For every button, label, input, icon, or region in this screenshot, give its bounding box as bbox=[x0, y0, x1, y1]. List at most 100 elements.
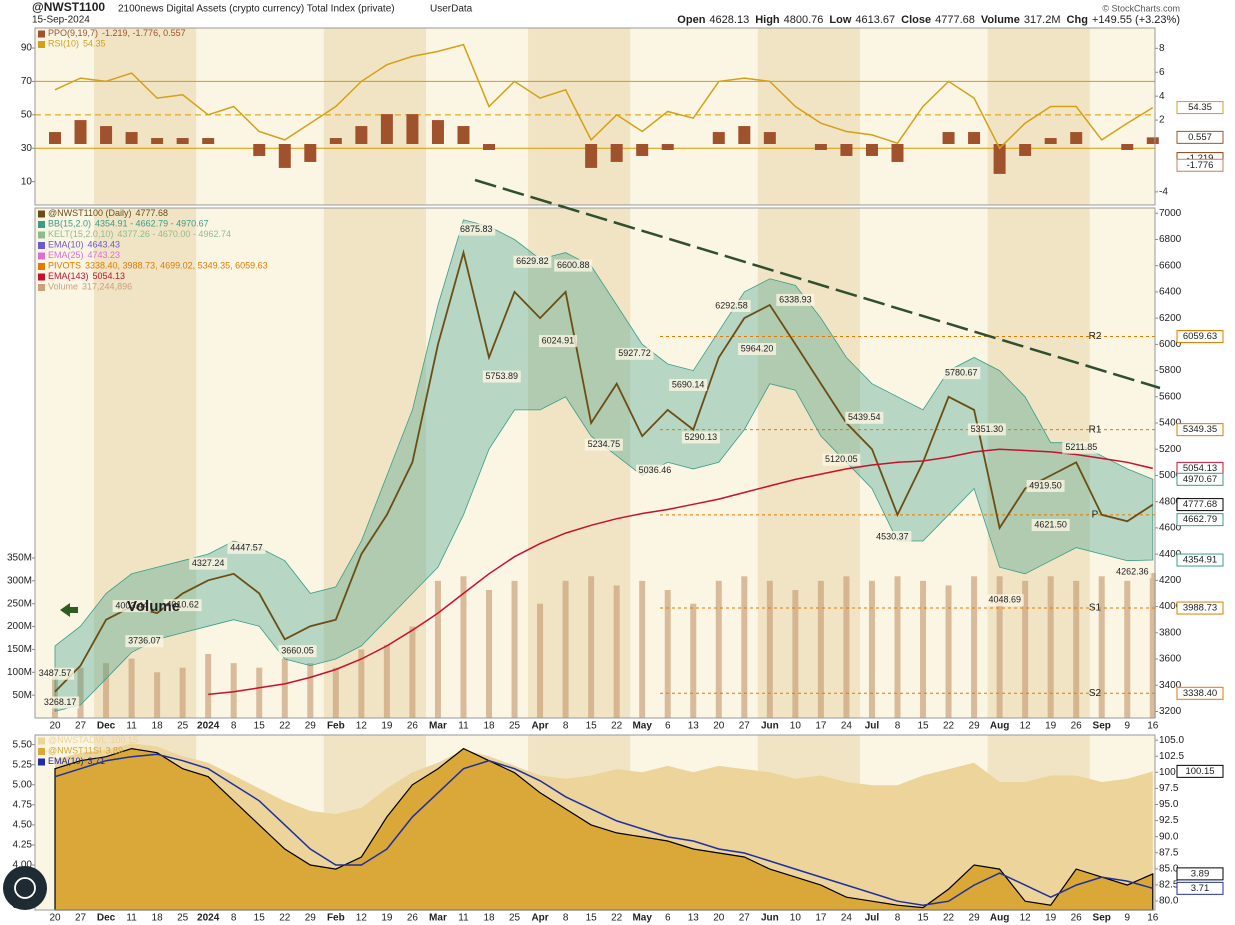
credit: © StockCharts.com bbox=[1102, 3, 1180, 13]
bar bbox=[409, 626, 416, 718]
bar bbox=[49, 132, 61, 145]
x-tick-label: Jun bbox=[761, 913, 779, 924]
tick-label: 5.50 bbox=[13, 739, 33, 750]
bar bbox=[865, 144, 878, 156]
bar bbox=[332, 667, 339, 718]
bar bbox=[942, 132, 955, 145]
price-label-bg bbox=[967, 423, 1006, 436]
bar bbox=[661, 144, 674, 150]
tick-label: 4.75 bbox=[13, 799, 33, 810]
legend-swatch bbox=[38, 737, 45, 745]
bar bbox=[511, 580, 518, 718]
tick-label: 100.0 bbox=[1159, 767, 1184, 778]
x-tick-label: 15 bbox=[917, 721, 929, 732]
price-label: 6875.83 bbox=[460, 224, 493, 234]
price-label: 5120.05 bbox=[825, 454, 858, 464]
x-tick-label: Feb bbox=[327, 913, 345, 924]
bar bbox=[278, 144, 291, 168]
tick-label: 87.5 bbox=[1159, 847, 1179, 858]
bar bbox=[843, 576, 850, 718]
price-label: 5964.20 bbox=[741, 343, 774, 353]
settings-icon[interactable] bbox=[14, 877, 36, 899]
settings-circle[interactable] bbox=[3, 866, 47, 910]
bar bbox=[588, 576, 595, 718]
x-tick-label: 22 bbox=[611, 913, 623, 924]
tick-label: 4000 bbox=[1159, 601, 1182, 612]
price-label: 6292.58 bbox=[715, 300, 748, 310]
price-label: 5753.89 bbox=[486, 371, 519, 381]
pivot-label: S1 bbox=[1089, 603, 1102, 614]
x-tick-label: 27 bbox=[75, 721, 87, 732]
value-box bbox=[1176, 130, 1224, 144]
price-label-bg bbox=[712, 299, 751, 312]
x-tick-label: 12 bbox=[356, 913, 368, 924]
x-tick-label: 8 bbox=[563, 913, 569, 924]
price-label-bg bbox=[845, 411, 884, 424]
value-box bbox=[1176, 423, 1224, 437]
price-label-bg bbox=[554, 259, 593, 272]
value-box-label: 3.89 bbox=[1191, 868, 1210, 879]
legend-entry: EMA(25) 4743.23 bbox=[48, 250, 120, 260]
x-tick-label: Dec bbox=[97, 913, 116, 924]
bar bbox=[741, 576, 748, 718]
x-tick-label: 20 bbox=[49, 913, 61, 924]
value-box-label: 3.71 bbox=[1191, 883, 1210, 894]
tick-label: 5800 bbox=[1159, 365, 1182, 376]
bar bbox=[613, 585, 620, 718]
pivot-label: P bbox=[1092, 510, 1099, 521]
value-box-label: 4777.68 bbox=[1183, 499, 1217, 510]
price-label-bg bbox=[615, 347, 654, 360]
x-tick-label: 17 bbox=[815, 721, 827, 732]
price-label-bg bbox=[985, 594, 1024, 607]
x-tick-label: 11 bbox=[458, 913, 469, 924]
legend-reading: -1.219, -1.776, 0.557 bbox=[102, 28, 186, 38]
bar bbox=[1070, 132, 1083, 145]
bar bbox=[304, 144, 317, 162]
volume-caption: Volume bbox=[127, 598, 180, 615]
line bbox=[54, 43, 1154, 150]
pivot-label: S2 bbox=[1089, 688, 1102, 699]
x-tick-label: 8 bbox=[895, 913, 901, 924]
value-box-label: 4970.67 bbox=[1183, 474, 1217, 485]
x-tick-label: 16 bbox=[1147, 913, 1159, 924]
bar bbox=[712, 132, 725, 145]
x-tick-label: Apr bbox=[531, 721, 548, 732]
legend-name: PPO(9,19,7) bbox=[48, 28, 98, 38]
bar bbox=[434, 580, 441, 718]
x-tick-label: Jun bbox=[761, 721, 779, 732]
trendline bbox=[474, 178, 1161, 390]
x-tick-label: 15 bbox=[917, 913, 929, 924]
legend-swatch bbox=[38, 284, 45, 291]
value-box bbox=[1176, 553, 1224, 567]
x-tick-label: 13 bbox=[688, 913, 700, 924]
x-tick-label: 8 bbox=[895, 721, 901, 732]
x-tick-label: 12 bbox=[1020, 721, 1032, 732]
value-box bbox=[1176, 472, 1224, 486]
x-tick-label: Dec bbox=[97, 721, 116, 732]
bar bbox=[202, 138, 215, 145]
bar bbox=[486, 589, 493, 718]
x-tick-label: Sep bbox=[1093, 721, 1111, 732]
bar bbox=[253, 144, 266, 156]
tick-label: 3400 bbox=[1159, 680, 1182, 691]
legend-reading: 3.71 bbox=[88, 756, 106, 766]
value-box bbox=[1176, 158, 1224, 172]
legend-swatch bbox=[38, 242, 45, 249]
x-tick-label: 17 bbox=[815, 913, 827, 924]
x-tick-label: Jul bbox=[865, 913, 880, 924]
price-label-bg bbox=[942, 367, 981, 380]
bar bbox=[715, 580, 722, 718]
x-tick-label: Jul bbox=[865, 721, 880, 732]
tick-label: 100M bbox=[7, 667, 32, 678]
tick-label: 5.25 bbox=[13, 759, 33, 770]
settings-button[interactable] bbox=[3, 866, 47, 910]
tick-label: 3800 bbox=[1159, 627, 1182, 638]
x-tick-label: 15 bbox=[586, 721, 598, 732]
bar bbox=[406, 114, 419, 145]
x-tick-label: 8 bbox=[231, 721, 237, 732]
x-tick-label: 26 bbox=[1071, 721, 1083, 732]
x-tick-label: 9 bbox=[1124, 721, 1130, 732]
value-box bbox=[1176, 764, 1224, 778]
legend-name: KELT(15,2.0,10) bbox=[48, 229, 113, 239]
date: 15-Sep-2024 bbox=[32, 15, 90, 26]
